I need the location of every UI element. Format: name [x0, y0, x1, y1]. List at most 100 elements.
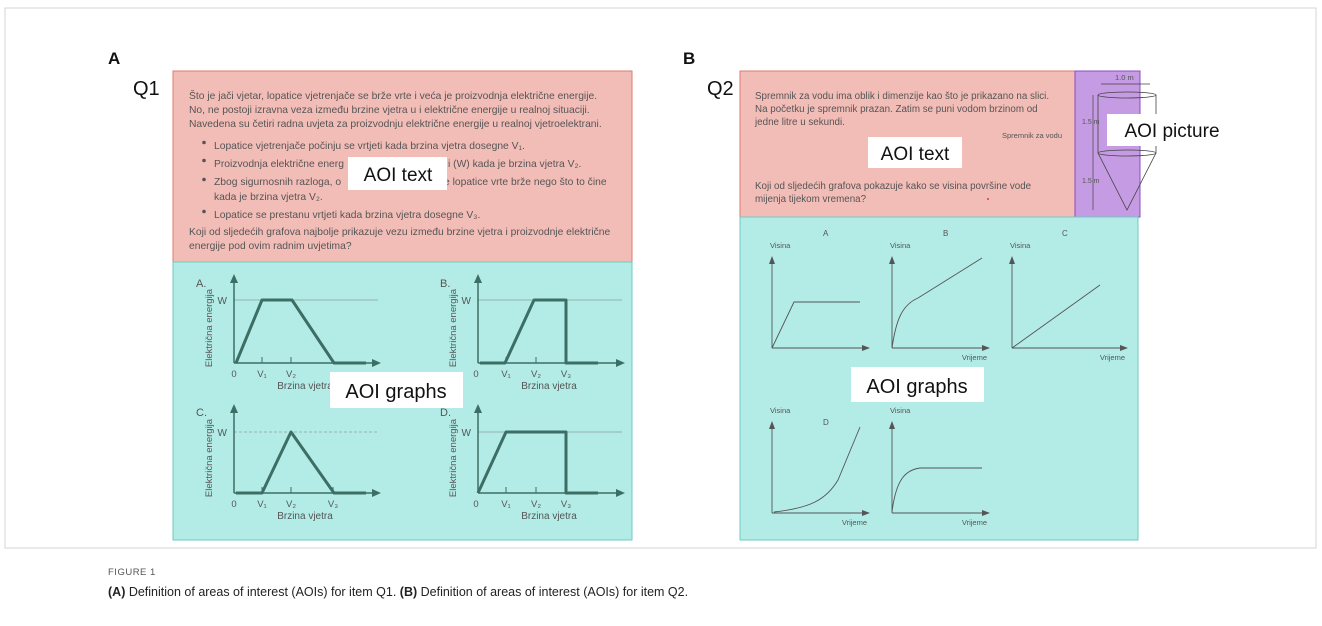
tick-label: V₁: [501, 499, 511, 510]
aoi-text-region: [172, 70, 633, 263]
bullet-text: Proizvodnja električne energ: [214, 159, 344, 170]
aoi-label: AOI text: [364, 165, 433, 186]
y-axis-label: Električna energija: [204, 288, 215, 367]
y-axis-label: Električna energija: [448, 288, 459, 367]
graph-curve: [480, 298, 598, 365]
bullet-text: kada je brzina vjetra V₂.: [214, 192, 323, 203]
graph-curve: [234, 298, 366, 365]
bullet-text: i (W) kada je brzina vjetra V₂.: [448, 159, 581, 170]
aoi-label-box: [330, 372, 463, 408]
figure-frame: [4, 7, 1317, 549]
question-text: Spremnik za vodu ima oblik i dimenzije k…: [755, 91, 1049, 102]
caption-part: (A): [108, 585, 125, 599]
picture-caption: Spremnik za vodu: [1002, 131, 1062, 140]
tick-label: 0: [473, 369, 478, 380]
aoi-label: AOI graphs: [866, 376, 967, 398]
tick-label: V₂: [286, 369, 296, 380]
tick-label: 0: [473, 499, 478, 510]
bullet-text: e lopatice vrte brže nego što to čine: [444, 177, 607, 188]
question-text: No, ne postoji izravna veza između brzin…: [189, 105, 590, 116]
tick-label: V₂: [531, 499, 541, 510]
graph-curve: [1011, 284, 1101, 349]
aoi-label: AOI picture: [1124, 121, 1219, 142]
question-text: Na početku je spremnik prazan. Zatim se …: [755, 104, 1038, 115]
graph-label: B.: [440, 278, 450, 290]
tick-label: V₁: [257, 369, 267, 380]
x-axis-label: Vrijeme: [962, 518, 987, 527]
tank-rim: [1097, 149, 1157, 157]
w-label: W: [218, 296, 228, 307]
tick-label: V₃: [561, 369, 571, 380]
arrow: [1120, 345, 1128, 351]
x-axis-label: Brzina vjetra: [277, 381, 333, 392]
graph-label: A: [823, 229, 829, 238]
bullet: [202, 209, 206, 214]
bullet-text: Zbog sigurnosnih razloga, o: [214, 177, 341, 188]
graph-curve: [476, 430, 598, 495]
graph-curve: [236, 430, 366, 495]
graph-curve: [773, 426, 861, 513]
arrow: [769, 421, 775, 429]
arrow: [474, 274, 482, 283]
x-axis-label: Brzina vjetra: [521, 381, 577, 392]
graph-label: D.: [440, 407, 451, 419]
caption: (A) Definition of areas of interest (AOI…: [108, 585, 688, 599]
item-label: Q1: [133, 78, 160, 100]
arrow: [372, 359, 381, 367]
x-axis-label: Vrijeme: [842, 518, 867, 527]
aoi-label-box: [868, 137, 962, 168]
bullet-text: Lopatice se prestanu vrtjeti kada brzina…: [214, 210, 480, 221]
y-axis-label: Električna energija: [204, 418, 215, 497]
aoi-label-box: [348, 157, 447, 190]
figure-number: FIGURE 1: [108, 567, 156, 578]
question-text: Što je jači vjetar, lopatice vjetrenjače…: [189, 89, 597, 102]
graph-curve: [771, 301, 860, 349]
question-text: energije pod ovim radnim uvjetima?: [189, 241, 352, 252]
tick-label: V₃: [561, 499, 571, 510]
tank-rim: [1097, 91, 1157, 99]
tick-label: V₁: [257, 499, 267, 510]
arrow: [982, 345, 990, 351]
graph-curve: [891, 467, 982, 513]
x-axis-label: Vrijeme: [962, 353, 987, 362]
arrow: [616, 359, 625, 367]
bullet-text: Lopatice vjetrenjače počinju se vrtjeti …: [214, 141, 525, 152]
x-axis-label: Brzina vjetra: [521, 511, 577, 522]
dimension-label: 1.5 m: [1082, 119, 1100, 126]
tick-label: V₁: [501, 369, 511, 380]
arrow: [769, 256, 775, 264]
x-axis-label: Vrijeme: [1100, 353, 1125, 362]
aoi-label: AOI text: [881, 144, 950, 165]
w-label: W: [462, 296, 472, 307]
y-axis-label: Visina: [890, 406, 911, 415]
tick-label: V₃: [328, 499, 338, 510]
y-axis-label: Visina: [890, 241, 911, 250]
caption-part: Definition of areas of interest (AOIs) f…: [125, 585, 399, 599]
dot: [987, 198, 989, 200]
arrow: [889, 256, 895, 264]
dimension-label: 1.5 m: [1082, 178, 1100, 185]
arrow: [889, 421, 895, 429]
question-text: mijenja tijekom vremena?: [755, 194, 867, 205]
arrow: [982, 510, 990, 516]
aoi-label: AOI graphs: [345, 381, 446, 403]
panel-label: B: [683, 49, 695, 68]
graph-label: B: [943, 229, 948, 238]
graph-curve: [891, 257, 983, 349]
graph-label: A.: [196, 278, 206, 290]
graph-label: C.: [196, 407, 207, 419]
question-text: Koji od sljedećih grafova pokazuje kako …: [755, 181, 1032, 192]
caption-part: Definition of areas of interest (AOIs) f…: [417, 585, 688, 599]
graph-label: C: [1062, 229, 1068, 238]
aoi-label-box: [851, 367, 984, 402]
arrow: [474, 404, 482, 413]
y-axis-label: Visina: [770, 241, 791, 250]
panel-label: A: [108, 49, 120, 68]
tick-label: 0: [231, 499, 236, 510]
arrow: [372, 489, 381, 497]
arrow: [230, 274, 238, 283]
tick-label: 0: [231, 369, 236, 380]
y-axis-label: Visina: [770, 406, 791, 415]
question-text: Koji od sljedećih grafova najbolje prika…: [189, 227, 611, 238]
